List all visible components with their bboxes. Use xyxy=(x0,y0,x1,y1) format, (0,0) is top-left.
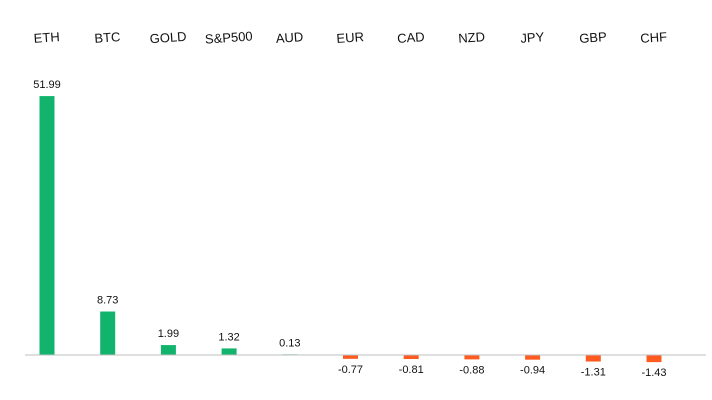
category-label-jpy: JPY xyxy=(520,29,545,46)
value-label-jpy: -0.94 xyxy=(520,365,545,377)
bar-jpy xyxy=(525,355,541,360)
value-label-eur: -0.77 xyxy=(338,364,363,376)
bars xyxy=(39,96,662,363)
category-label-cad: CAD xyxy=(397,29,425,46)
value-label-sp500: 1.32 xyxy=(218,331,239,343)
category-label-btc: BTC xyxy=(94,29,121,46)
category-label-nzd: NZD xyxy=(458,29,486,46)
category-labels: ETH BTC GOLD S&P500 AUD EUR CAD NZD JPY GBP CHF xyxy=(33,28,667,46)
bar-chf xyxy=(646,355,662,363)
bar-cad xyxy=(403,355,419,360)
value-label-chf: -1.43 xyxy=(641,367,666,379)
category-label-gold: GOLD xyxy=(149,29,187,47)
bar-gold xyxy=(160,345,176,355)
bar-eur xyxy=(343,355,358,359)
category-label-aud: AUD xyxy=(275,29,303,46)
value-label-eth: 51.99 xyxy=(33,79,61,91)
value-label-cad: -0.81 xyxy=(399,364,424,376)
bar-btc xyxy=(100,311,116,355)
bar-gbp xyxy=(585,355,601,362)
value-label-btc: 8.73 xyxy=(97,295,118,307)
value-label-aud: 0.13 xyxy=(279,337,300,349)
category-label-sp500: S&P500 xyxy=(204,28,253,46)
value-label-gbp: -1.31 xyxy=(581,367,606,379)
bar-sp500 xyxy=(221,348,237,355)
category-label-eth: ETH xyxy=(33,29,60,46)
category-label-chf: CHF xyxy=(640,29,668,46)
value-label-nzd: -0.88 xyxy=(459,364,484,376)
value-label-gold: 1.99 xyxy=(158,328,179,340)
bar-eth xyxy=(39,96,55,356)
category-label-gbp: GBP xyxy=(579,29,607,46)
category-label-eur: EUR xyxy=(336,29,364,46)
bar-nzd xyxy=(464,355,480,360)
value-labels: 51.99 8.73 1.99 1.32 0.13 -0.77 -0.81 -0.88 -0.9… xyxy=(33,79,666,379)
